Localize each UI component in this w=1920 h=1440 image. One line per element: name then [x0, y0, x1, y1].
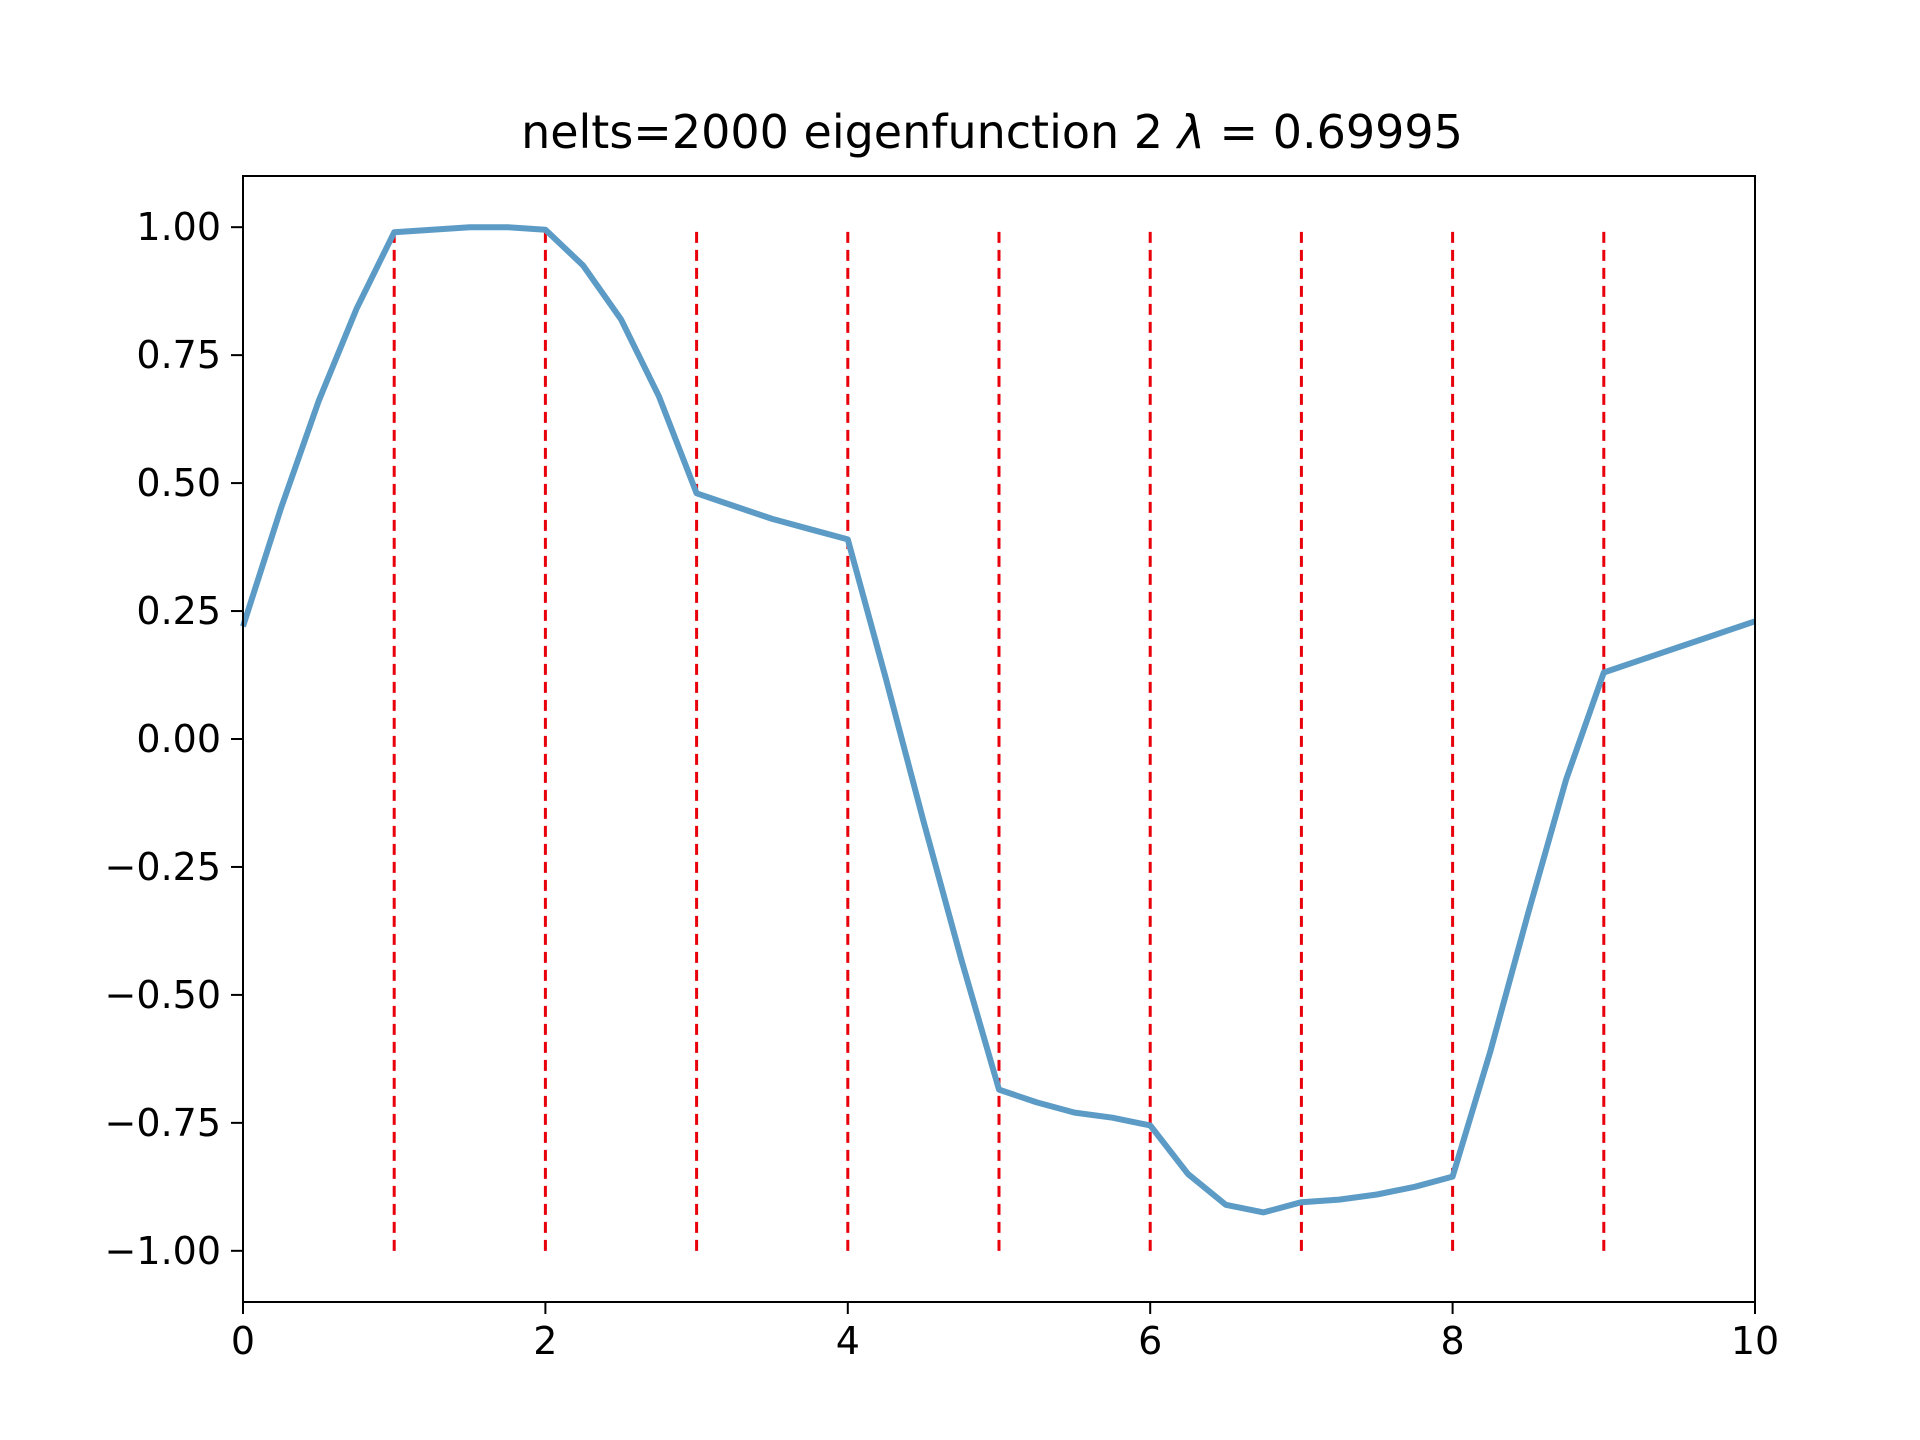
x-tick-label: 10 [1731, 1319, 1779, 1363]
y-tick-label: −0.25 [105, 845, 221, 889]
series-line-1 [240, 224, 1756, 1216]
x-tick-label: 0 [231, 1319, 255, 1363]
series-layer [240, 224, 1756, 1216]
x-tick-label: 4 [836, 1319, 860, 1363]
chart-title: nelts=2000 eigenfunction 2 λ = 0.69995 [521, 105, 1463, 159]
y-tick-label: −0.50 [105, 973, 221, 1017]
x-tick-label: 2 [533, 1319, 557, 1363]
chart-title-prefix: nelts=2000 eigenfunction 2 [521, 105, 1178, 159]
chart-title-suffix: = 0.69995 [1205, 105, 1463, 159]
y-tick-label: 0.00 [136, 717, 221, 761]
y-tick-label: −0.75 [105, 1101, 221, 1145]
axes: 0 2 4 6 8 10 1.00 0.75 0.50 0.25 0.00 −0.25 −0.50 −0.… [105, 175, 1779, 1363]
chart-title-lambda: λ [1175, 105, 1205, 159]
y-tick-label: 1.00 [136, 205, 221, 249]
x-tick-label: 6 [1138, 1319, 1162, 1363]
y-tick-label: −1.00 [105, 1229, 221, 1273]
y-tick-label: 0.50 [136, 461, 221, 505]
y-tick-label: 0.25 [136, 589, 221, 633]
x-tick-label: 8 [1441, 1319, 1465, 1363]
y-tick-label: 0.75 [136, 333, 221, 377]
